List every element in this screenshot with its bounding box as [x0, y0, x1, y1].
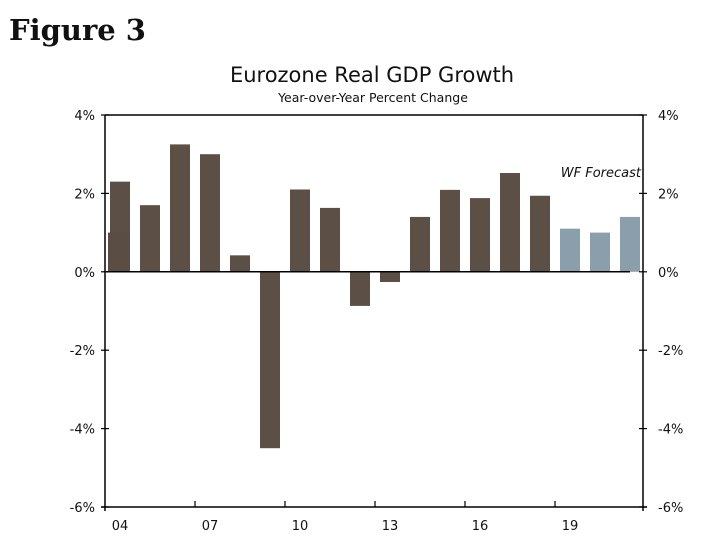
bar-actual-2010 [290, 189, 310, 272]
y-tick-label-left: 4% [74, 109, 95, 124]
chart-subtitle: Year-over-Year Percent Change [277, 90, 468, 105]
bar-actual-2006 [170, 144, 190, 272]
bar-actual-2011 [320, 207, 340, 272]
y-tick-label-left: -4% [70, 423, 95, 438]
bar-forecast-2020 [590, 232, 610, 272]
bar-actual-2008 [230, 255, 250, 272]
chart-title: Eurozone Real GDP Growth [230, 63, 514, 87]
y-tick-label-left: 0% [74, 266, 95, 281]
x-tick-label: 07 [202, 519, 219, 534]
bar-actual-2018 [530, 195, 550, 272]
y-tick-label-left: 2% [74, 187, 95, 202]
bar-actual-2012 [350, 271, 370, 306]
bar-actual-2005 [140, 205, 160, 272]
y-tick-label-right: 0% [658, 266, 679, 281]
bar-actual-2007 [200, 154, 220, 272]
bar-actual-2017 [500, 173, 520, 272]
y-tick-label-right: -6% [658, 501, 683, 516]
y-tick-label-right: -4% [658, 423, 683, 438]
x-ticks-group: 04 07 10 13 16 19 [112, 501, 579, 534]
x-tick-label: 13 [382, 519, 399, 534]
y-ticks-group: 4% 4% 2% 2% 0% 0% -2% -2% -4% -4% -6% -6% [70, 109, 684, 516]
x-tick-label: 16 [472, 519, 489, 534]
forecast-annotation: WF Forecast [561, 166, 642, 181]
bar-overlay-2004 [108, 232, 130, 272]
y-tick-label-right: 2% [658, 187, 679, 202]
y-tick-label-left: -2% [70, 344, 95, 359]
bars-group [108, 144, 640, 449]
x-tick-label: 19 [562, 519, 579, 534]
bar-actual-2014 [410, 216, 430, 272]
bar-forecast-2021 [620, 216, 640, 272]
y-tick-label-right: 4% [658, 109, 679, 124]
bar-forecast-2019 [560, 228, 580, 272]
figure-label: Figure 3 [9, 13, 146, 47]
bar-actual-2015 [440, 189, 460, 272]
y-tick-label-right: -2% [658, 344, 683, 359]
bar-actual-2013 [380, 271, 400, 282]
x-tick-label: 10 [292, 519, 309, 534]
x-tick-label: 04 [112, 519, 129, 534]
bar-actual-2016 [470, 198, 490, 272]
y-tick-label-left: -6% [70, 501, 95, 516]
bar-actual-2009 [260, 271, 280, 449]
